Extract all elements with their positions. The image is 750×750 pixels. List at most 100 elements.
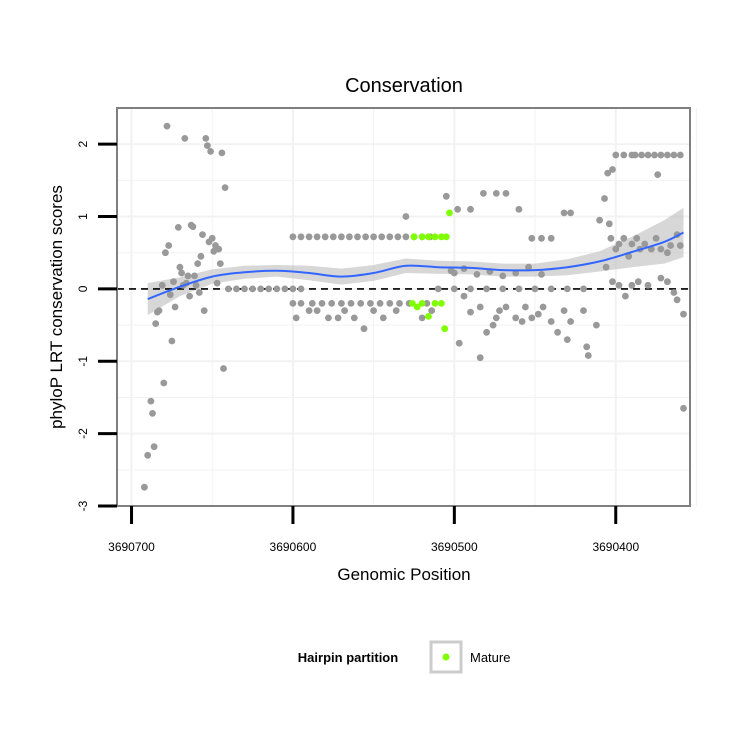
data-point-other <box>539 303 547 311</box>
data-point-other <box>192 281 200 289</box>
data-point-other <box>476 303 484 311</box>
data-point-other <box>162 249 169 257</box>
data-point-other <box>418 314 426 322</box>
data-point-other <box>593 321 600 329</box>
data-point-other <box>676 151 684 159</box>
data-point-mature <box>418 233 426 241</box>
data-point-other <box>467 308 474 316</box>
data-point-other <box>200 307 208 314</box>
data-point-other <box>605 220 613 228</box>
data-point-other <box>584 352 592 359</box>
data-point-other <box>195 289 203 296</box>
data-point-other <box>341 307 348 314</box>
data-point-other <box>631 151 639 159</box>
data-point-other <box>394 233 402 241</box>
data-point-other <box>634 278 642 286</box>
data-point-other <box>620 151 628 159</box>
y-tick-label: -2 <box>76 428 90 439</box>
data-point-other <box>325 314 332 322</box>
data-point-other <box>522 303 529 311</box>
data-point-other <box>680 310 687 318</box>
data-point-other <box>378 233 386 241</box>
data-point-other <box>664 278 671 286</box>
data-point-mature <box>413 303 421 311</box>
data-point-other <box>202 135 210 142</box>
data-point-other <box>620 234 628 242</box>
data-point-other <box>496 307 503 314</box>
data-point-other <box>612 151 620 159</box>
data-point-other <box>155 307 163 314</box>
data-point-other <box>534 310 542 318</box>
data-point-other <box>664 151 671 159</box>
data-point-other <box>560 209 568 217</box>
data-point-mature <box>442 233 450 241</box>
data-point-other <box>289 285 297 293</box>
data-point-other <box>225 285 232 293</box>
data-point-other <box>473 271 481 278</box>
data-point-other <box>657 151 665 159</box>
data-point-other <box>567 318 574 325</box>
y-tick-label: 2 <box>76 141 90 148</box>
data-point-other <box>386 300 394 307</box>
data-point-other <box>644 281 652 289</box>
data-point-other <box>308 300 316 307</box>
data-point-other <box>667 242 674 249</box>
data-point-other <box>265 285 273 293</box>
data-point-mature <box>410 233 418 241</box>
data-point-other <box>547 318 555 325</box>
data-point-other <box>515 205 523 213</box>
data-point-other <box>362 233 369 241</box>
data-point-other <box>528 314 536 322</box>
y-axis-title: phyloP LRT conservation scores <box>47 185 66 429</box>
x-tick-label: 3690500 <box>431 540 478 554</box>
data-point-other <box>664 249 671 257</box>
data-point-other <box>563 285 571 293</box>
data-point-other <box>370 307 377 314</box>
data-point-other <box>160 379 168 387</box>
data-point-other <box>567 209 574 217</box>
data-point-other <box>305 233 313 241</box>
data-point-other <box>338 233 345 241</box>
data-point-other <box>321 233 329 241</box>
data-point-other <box>186 292 194 300</box>
data-point-other <box>402 233 410 241</box>
data-point-mature <box>441 325 449 333</box>
legend-key <box>429 640 463 674</box>
data-point-other <box>346 233 353 241</box>
data-point-other <box>379 314 387 322</box>
data-point-other <box>622 292 629 300</box>
data-point-other <box>483 285 490 293</box>
legend-title: Hairpin partition <box>298 650 398 665</box>
data-point-other <box>297 233 305 241</box>
data-point-other <box>199 231 206 239</box>
data-point-other <box>602 263 610 271</box>
data-point-other <box>313 233 321 241</box>
data-point-other <box>615 240 623 248</box>
y-tick-label: -1 <box>76 356 90 367</box>
data-point-other <box>370 233 377 241</box>
data-point-other <box>213 279 221 287</box>
chart-title: Conservation <box>345 75 463 97</box>
data-point-other <box>670 151 678 159</box>
plot-panel <box>117 108 690 506</box>
data-point-other <box>292 314 300 322</box>
data-point-other <box>318 300 326 307</box>
data-point-other <box>644 151 652 159</box>
data-point-other <box>184 272 192 280</box>
data-point-other <box>651 151 658 159</box>
data-point-other <box>580 307 587 314</box>
data-point-other <box>657 274 665 282</box>
data-point-other <box>165 242 173 249</box>
data-point-other <box>149 410 156 417</box>
data-point-other <box>563 336 571 343</box>
data-point-other <box>652 234 660 242</box>
data-point-other <box>657 245 665 253</box>
data-point-other <box>329 233 337 241</box>
data-point-other <box>297 285 305 293</box>
data-point-other <box>176 263 184 271</box>
data-point-other <box>220 365 227 372</box>
data-point-other <box>609 166 616 173</box>
data-point-other <box>583 343 591 351</box>
data-point-other <box>489 321 497 329</box>
